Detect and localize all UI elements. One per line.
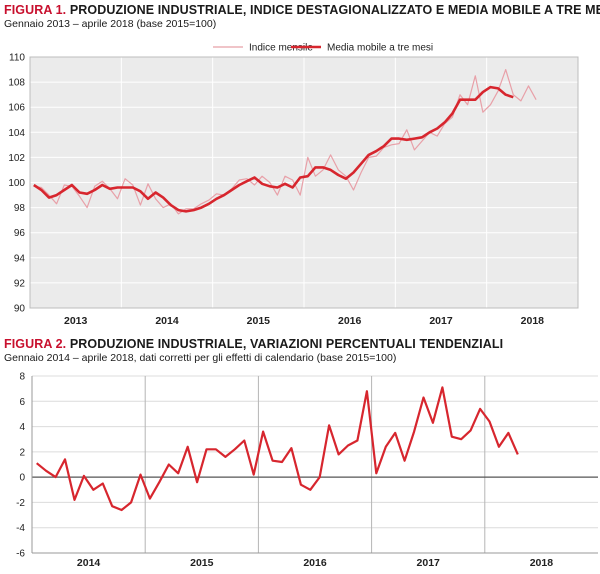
y-tick-label: -4 [16,523,25,534]
plot-border [29,56,579,309]
y-tick-label: 6 [19,397,25,408]
y-tick-label: 98 [14,203,26,214]
figure2-title-text: PRODUZIONE INDUSTRIALE, VARIAZIONI PERCE… [69,337,504,351]
series-line-2 [33,85,514,213]
y-tick-label: 106 [8,103,25,114]
figure1-subtitle: Gennaio 2013 – aprile 2018 (base 2015=10… [4,18,217,30]
x-year-label: 2016 [338,315,362,327]
figure1-chart: 90 92 94 96 98 100 102 104 106 108 110 2013 2014 2015… [8,43,579,327]
y-tick-label: 102 [8,153,25,164]
x-year-label: 2015 [247,315,271,327]
y-tick-label: 104 [8,128,25,139]
y-tick-label: 108 [8,78,25,89]
legend-label-2: Media mobile a tre mesi [327,43,433,54]
figure2-subtitle: Gennaio 2014 – aprile 2018, dati corrett… [4,352,397,364]
figure1-title: FIGURA 1. PRODUZIONE INDUSTRIALE, INDICE… [4,3,600,17]
y-tick-label: 92 [14,278,26,289]
figure2-chart: -6 -4 -2 0 2 4 6 8 2014 2015 2016 2017 2018 [16,372,598,569]
x-year-label: 2018 [530,557,554,569]
series-line-1 [33,68,537,215]
x-year-label: 2017 [417,557,441,569]
figure2-number: FIGURA 2. [4,337,67,351]
y-tick-label: 96 [14,228,26,239]
legend: Indice mensile Media mobile a tre mesi [213,43,433,54]
x-year-label: 2018 [521,315,545,327]
y-tick-label: 2 [19,447,25,458]
plot-area [32,376,598,553]
y-tick-label: -2 [16,498,25,509]
y-tick-label: 90 [14,304,26,315]
x-year-label: 2014 [77,557,101,569]
y-tick-label: 100 [8,178,25,189]
y-tick-label: 94 [14,253,26,264]
x-year-label: 2017 [429,315,453,327]
figure1-header: FIGURA 1. PRODUZIONE INDUSTRIALE, INDICE… [4,3,600,30]
y-tick-label: 8 [19,372,25,383]
figure2-header: FIGURA 2. PRODUZIONE INDUSTRIALE, VARIAZ… [4,337,596,364]
y-tick-label: 0 [19,473,25,484]
y-tick-label: -6 [16,549,25,560]
figure1-number: FIGURA 1. [4,3,67,17]
x-year-label: 2016 [303,557,327,569]
x-year-label: 2015 [190,557,214,569]
x-year-label: 2014 [155,315,179,327]
figure2-title: FIGURA 2. PRODUZIONE INDUSTRIALE, VARIAZ… [4,337,596,351]
figure1-title-text: PRODUZIONE INDUSTRIALE, INDICE DESTAGION… [69,3,600,17]
y-tick-label: 110 [9,53,25,64]
legend-label-1: Indice mensile [249,43,313,54]
y-tick-label: 4 [19,422,25,433]
x-year-label: 2013 [64,315,88,327]
series-line-1 [36,386,519,512]
